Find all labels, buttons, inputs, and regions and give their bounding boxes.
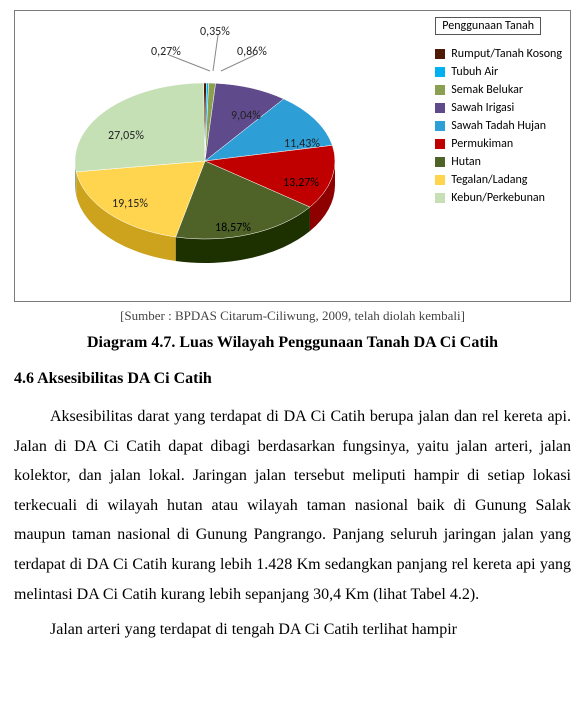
slice-label: 0,35%: [200, 25, 230, 39]
legend-item: Rumput/Tanah Kosong: [435, 47, 562, 61]
legend-swatch: [435, 193, 445, 203]
pie-chart-frame: 0,35% 0,27% 0,86% 9,04% 11,43% 13,27% 18,57% 19…: [14, 10, 571, 302]
legend-label: Sawah Irigasi: [451, 101, 514, 115]
slice-label: 27,05%: [108, 129, 144, 143]
legend-swatch: [435, 175, 445, 185]
legend-swatch: [435, 139, 445, 149]
slice-label: 11,43%: [284, 137, 320, 151]
slice-label: 13,27%: [283, 176, 319, 190]
legend-label: Hutan: [451, 155, 481, 169]
legend-item: Hutan: [435, 155, 562, 169]
legend-label: Tegalan/Ladang: [451, 173, 527, 187]
section-heading: 4.6 Aksesibilitas DA Ci Catih: [14, 370, 571, 388]
legend-label: Kebun/Perkebunan: [451, 191, 545, 205]
chart-caption: Diagram 4.7. Luas Wilayah Penggunaan Tan…: [14, 334, 571, 352]
slice-label: 0,86%: [237, 45, 267, 59]
slice-label: 19,15%: [112, 197, 148, 211]
legend-swatch: [435, 67, 445, 77]
slice-label: 0,27%: [151, 45, 181, 59]
body-paragraph-1: Aksesibilitas darat yang terdapat di DA …: [14, 402, 571, 609]
pie-slice: [75, 83, 205, 172]
legend-item: Tubuh Air: [435, 65, 562, 79]
legend: Penggunaan Tanah Rumput/Tanah Kosong Tubu…: [435, 17, 562, 209]
slice-label: 9,04%: [231, 109, 261, 123]
legend-swatch: [435, 85, 445, 95]
legend-label: Permukiman: [451, 137, 513, 151]
legend-swatch: [435, 103, 445, 113]
legend-label: Tubuh Air: [451, 65, 498, 79]
legend-item: Sawah Irigasi: [435, 101, 562, 115]
legend-swatch: [435, 49, 445, 59]
pie-chart-svg: 0,35% 0,27% 0,86% 9,04% 11,43% 13,27% 18,57% 19…: [15, 11, 415, 301]
legend-label: Sawah Tadah Hujan: [451, 119, 546, 133]
source-line: [Sumber : BPDAS Citarum-Ciliwung, 2009, …: [14, 308, 571, 324]
legend-item: Semak Belukar: [435, 83, 562, 97]
legend-item: Tegalan/Ladang: [435, 173, 562, 187]
legend-swatch: [435, 121, 445, 131]
legend-item: Sawah Tadah Hujan: [435, 119, 562, 133]
body-paragraph-2: Jalan arteri yang terdapat di tengah DA …: [14, 615, 571, 645]
legend-swatch: [435, 157, 445, 167]
legend-title: Penggunaan Tanah: [435, 17, 541, 35]
slice-label: 18,57%: [215, 221, 251, 235]
legend-label: Semak Belukar: [451, 83, 523, 97]
legend-label: Rumput/Tanah Kosong: [451, 47, 562, 61]
legend-item: Kebun/Perkebunan: [435, 191, 562, 205]
legend-item: Permukiman: [435, 137, 562, 151]
